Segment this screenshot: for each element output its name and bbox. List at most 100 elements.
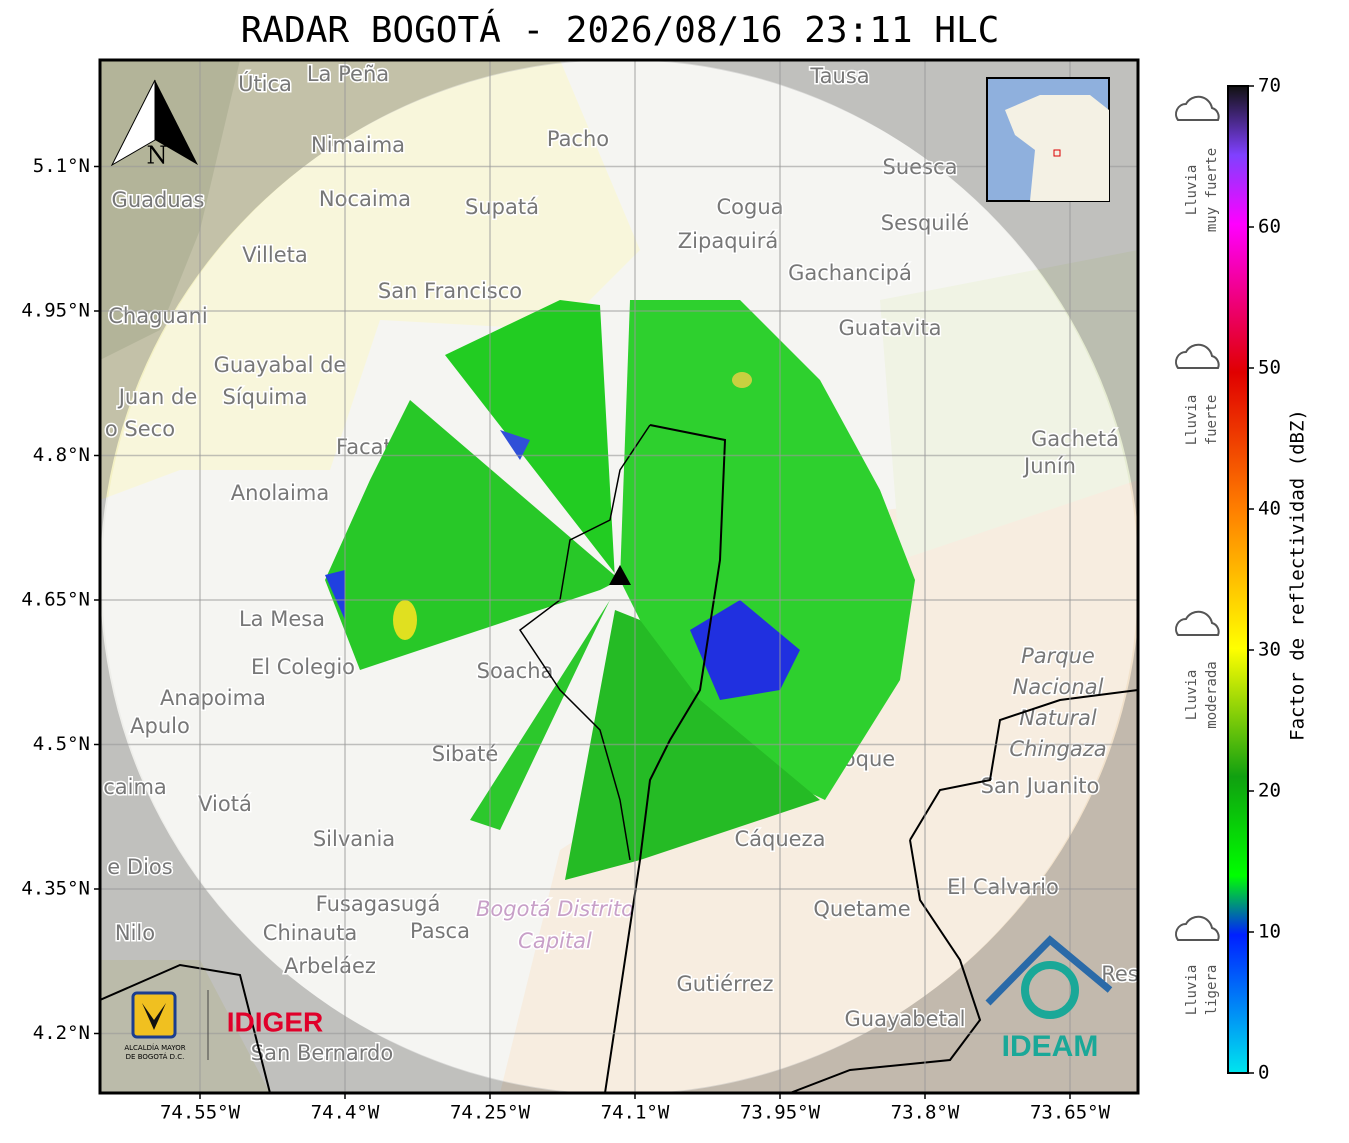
legend-label: Lluvia bbox=[1184, 670, 1200, 721]
lon-tick-label: 74.55°W bbox=[160, 1102, 241, 1124]
district-label: Bogotá Distrito bbox=[476, 897, 634, 921]
park-label: Natural bbox=[1019, 706, 1097, 730]
lon-tick-label: 73.95°W bbox=[740, 1102, 821, 1124]
place-label: Zipaquirá bbox=[678, 229, 778, 253]
lat-tick-label: 4.2°N bbox=[33, 1022, 90, 1044]
lon-tick-label: 74.25°W bbox=[450, 1102, 531, 1124]
place-label: Gutiérrez bbox=[677, 972, 774, 996]
place-label: Apulo bbox=[130, 714, 190, 738]
radar-echo bbox=[325, 300, 915, 880]
colorbar-tick-label: 70 bbox=[1258, 75, 1281, 97]
place-label: El Colegio bbox=[251, 655, 355, 679]
place-label: Chinauta bbox=[263, 921, 357, 945]
legend-label: muy fuerte bbox=[1204, 148, 1220, 232]
lat-tick-label: 4.5°N bbox=[33, 733, 90, 755]
place-label: La Peña bbox=[307, 62, 389, 86]
place-label: Cogua bbox=[716, 195, 783, 219]
echo bbox=[732, 372, 752, 388]
place-label: Sibaté bbox=[432, 742, 499, 766]
lon-tick-label: 73.8°W bbox=[891, 1102, 960, 1124]
place-label: Guayabetal bbox=[845, 1007, 966, 1031]
alcaldia-logo: ALCALDÍA MAYOR DE BOGOTÁ D.C. IDIGER bbox=[124, 990, 323, 1061]
radar-site bbox=[609, 565, 631, 585]
logo-text: DE BOGOTÁ D.C. bbox=[126, 1052, 185, 1061]
place-label: San Bernardo bbox=[251, 1041, 393, 1065]
place-label: Pacho bbox=[547, 127, 609, 151]
colorbar-tick-label: 40 bbox=[1258, 498, 1281, 520]
colorbar-tick-label: 20 bbox=[1258, 780, 1281, 802]
weather-icon bbox=[1175, 343, 1220, 369]
echo bbox=[325, 400, 620, 670]
place-label: Nimaima bbox=[311, 133, 405, 157]
place-label: Supatá bbox=[465, 195, 539, 219]
place-label: Villeta bbox=[242, 243, 307, 267]
echo bbox=[690, 600, 800, 700]
echo bbox=[620, 300, 915, 800]
place-label: San Francisco bbox=[378, 279, 522, 303]
lat-tick-label: 4.95°N bbox=[21, 300, 90, 322]
map-frame bbox=[98, 58, 1140, 1095]
colorbar-tick-label: 60 bbox=[1258, 216, 1281, 238]
lat-tick-label: 4.35°N bbox=[21, 878, 90, 900]
grid bbox=[100, 60, 1138, 1093]
place-label: Silvania bbox=[313, 827, 395, 851]
weather-icon bbox=[1175, 915, 1220, 941]
district-label: Capital bbox=[518, 929, 592, 953]
region bbox=[880, 250, 1138, 560]
colorbar bbox=[1227, 85, 1249, 1074]
colorbar-label: Factor de reflectividad (dBZ) bbox=[1287, 409, 1309, 741]
place-label: Arbeláez bbox=[284, 954, 376, 978]
echo bbox=[445, 300, 620, 580]
legend-label: fuerte bbox=[1204, 395, 1220, 446]
place-label: Nilo bbox=[115, 921, 155, 945]
place-label: Quetame bbox=[813, 897, 910, 921]
legend-label: ligera bbox=[1204, 965, 1220, 1016]
place-label: Anapoima bbox=[160, 686, 266, 710]
north-label: N bbox=[147, 142, 168, 170]
place-label: Fusagasugá bbox=[316, 892, 441, 916]
ideam-text: IDEAM bbox=[1002, 1030, 1099, 1063]
place-label: Pasca bbox=[410, 919, 470, 943]
logo-text: ALCALDÍA MAYOR bbox=[124, 1043, 185, 1052]
ideam-logo: IDEAM bbox=[985, 935, 1113, 1063]
lon-tick-label: 73.65°W bbox=[1030, 1102, 1111, 1124]
legend-label: Lluvia bbox=[1184, 965, 1200, 1016]
place-label: Viotá bbox=[198, 792, 252, 816]
weather-icon bbox=[1175, 95, 1220, 121]
place-label: Nocaima bbox=[319, 187, 411, 211]
park-label: Chingaza bbox=[1009, 737, 1106, 761]
place-label: Guayabal de bbox=[214, 353, 347, 377]
region bbox=[100, 60, 640, 500]
weather-icon bbox=[1175, 610, 1220, 636]
place-label: El Calvario bbox=[947, 875, 1059, 899]
place-label: Res bbox=[1101, 962, 1139, 986]
place-label: Guatavita bbox=[839, 316, 942, 340]
place-label: Chaguani bbox=[108, 304, 208, 328]
park-label: Parque bbox=[1021, 644, 1095, 668]
map: Útica La Peña Tausa Pacho Nimaima Guaduas Noca… bbox=[100, 60, 1139, 1093]
legend-label: Lluvia bbox=[1184, 165, 1200, 216]
echo bbox=[325, 570, 345, 620]
echo bbox=[393, 600, 417, 640]
colorbar-tick-label: 30 bbox=[1258, 639, 1281, 661]
place-label: caima bbox=[103, 775, 167, 799]
place-label: Juan de bbox=[117, 385, 198, 409]
echo bbox=[500, 430, 530, 460]
title: RADAR BOGOTÁ - 2026/08/16 23:11 HLC bbox=[241, 9, 1000, 51]
place-label: Junín bbox=[1022, 454, 1076, 478]
lon-tick-label: 74.4°W bbox=[311, 1102, 380, 1124]
idiger-logo: IDIGER bbox=[227, 1006, 323, 1037]
colorbar-tick-label: 50 bbox=[1258, 357, 1281, 379]
place-label: Guaduas bbox=[112, 188, 205, 212]
place-labels: Útica La Peña Tausa Pacho Nimaima Guaduas Noca… bbox=[102, 61, 1139, 1067]
lon-tick-label: 74.1°W bbox=[601, 1102, 670, 1124]
place-label: Anolaima bbox=[231, 481, 329, 505]
place-label: e Dios bbox=[107, 855, 172, 879]
north-arrow: N bbox=[110, 79, 198, 170]
place-label: Síquima bbox=[223, 385, 308, 409]
place-label: Útica bbox=[238, 71, 292, 96]
inset-map bbox=[986, 77, 1110, 202]
lat-tick-label: 4.8°N bbox=[33, 444, 90, 466]
